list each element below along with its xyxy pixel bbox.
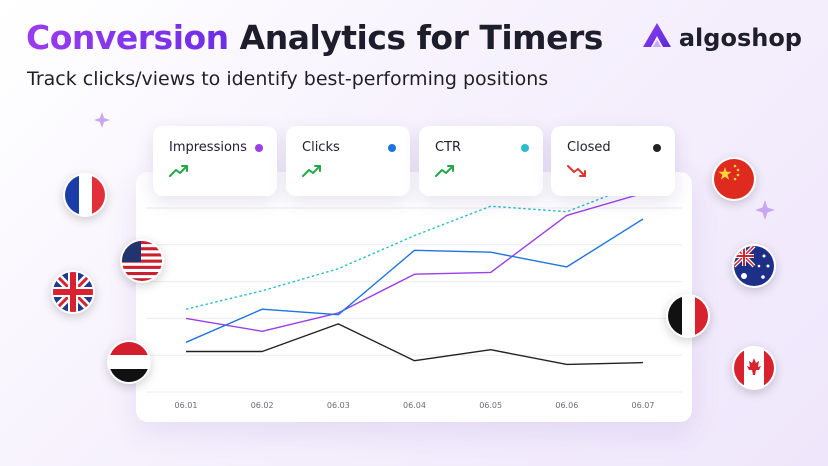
page-title: Conversion Analytics for Timers <box>26 18 603 57</box>
metric-label: Impressions <box>169 140 247 155</box>
title-accent: Conversion <box>26 18 229 57</box>
series-dot-icon <box>653 144 661 152</box>
title-rest: Analytics for Timers <box>228 18 604 57</box>
metric-card-closed[interactable]: Closed <box>551 126 675 196</box>
brand-logo: algoshop <box>642 22 802 53</box>
trend-down-icon <box>567 164 587 183</box>
x-tick-label: 06.05 <box>479 401 502 410</box>
metric-label: Clicks <box>302 140 340 155</box>
x-tick-label: 06.07 <box>632 401 655 410</box>
series-line-impressions <box>185 192 644 333</box>
series-dot-icon <box>521 144 529 152</box>
series-line-closed <box>186 323 644 366</box>
uk-flag-icon <box>51 270 95 314</box>
australia-flag-icon <box>732 244 776 288</box>
page-subtitle: Track clicks/views to identify best-perf… <box>27 68 549 90</box>
france-flag-icon <box>63 173 107 217</box>
sparkle-icon <box>755 200 775 220</box>
series-line-clicks <box>185 218 644 343</box>
trend-up-icon <box>169 164 189 183</box>
metric-card-impressions[interactable]: Impressions <box>153 126 277 196</box>
metric-label: Closed <box>567 140 611 155</box>
metric-card-clicks[interactable]: Clicks <box>286 126 410 196</box>
brand-name: algoshop <box>678 23 802 52</box>
yemen-flag-icon <box>107 340 151 384</box>
line-chart: 06.01 06.02 06.03 06.04 06.05 06.06 06.07 <box>146 181 682 410</box>
x-tick-label: 06.06 <box>555 401 578 410</box>
series-dot-icon <box>388 144 396 152</box>
x-tick-label: 06.02 <box>251 401 274 410</box>
x-tick-label: 06.03 <box>327 401 350 410</box>
line-chart-card: 06.01 06.02 06.03 06.04 06.05 06.06 06.07 <box>136 172 692 422</box>
trend-up-icon <box>435 164 455 183</box>
canada-flag-icon <box>732 346 776 390</box>
italy-flag-icon <box>666 294 710 338</box>
algoshop-logo-icon <box>642 22 672 53</box>
metric-card-ctr[interactable]: CTR <box>419 126 543 196</box>
metric-label: CTR <box>435 140 462 155</box>
series-dot-icon <box>255 144 263 152</box>
x-tick-label: 06.01 <box>175 401 198 410</box>
series-line-ctr <box>185 181 644 310</box>
trend-up-icon <box>302 164 322 183</box>
x-tick-label: 06.04 <box>403 401 426 410</box>
usa-flag-icon <box>120 239 164 283</box>
china-flag-icon <box>712 157 756 201</box>
sparkle-icon <box>94 112 110 128</box>
